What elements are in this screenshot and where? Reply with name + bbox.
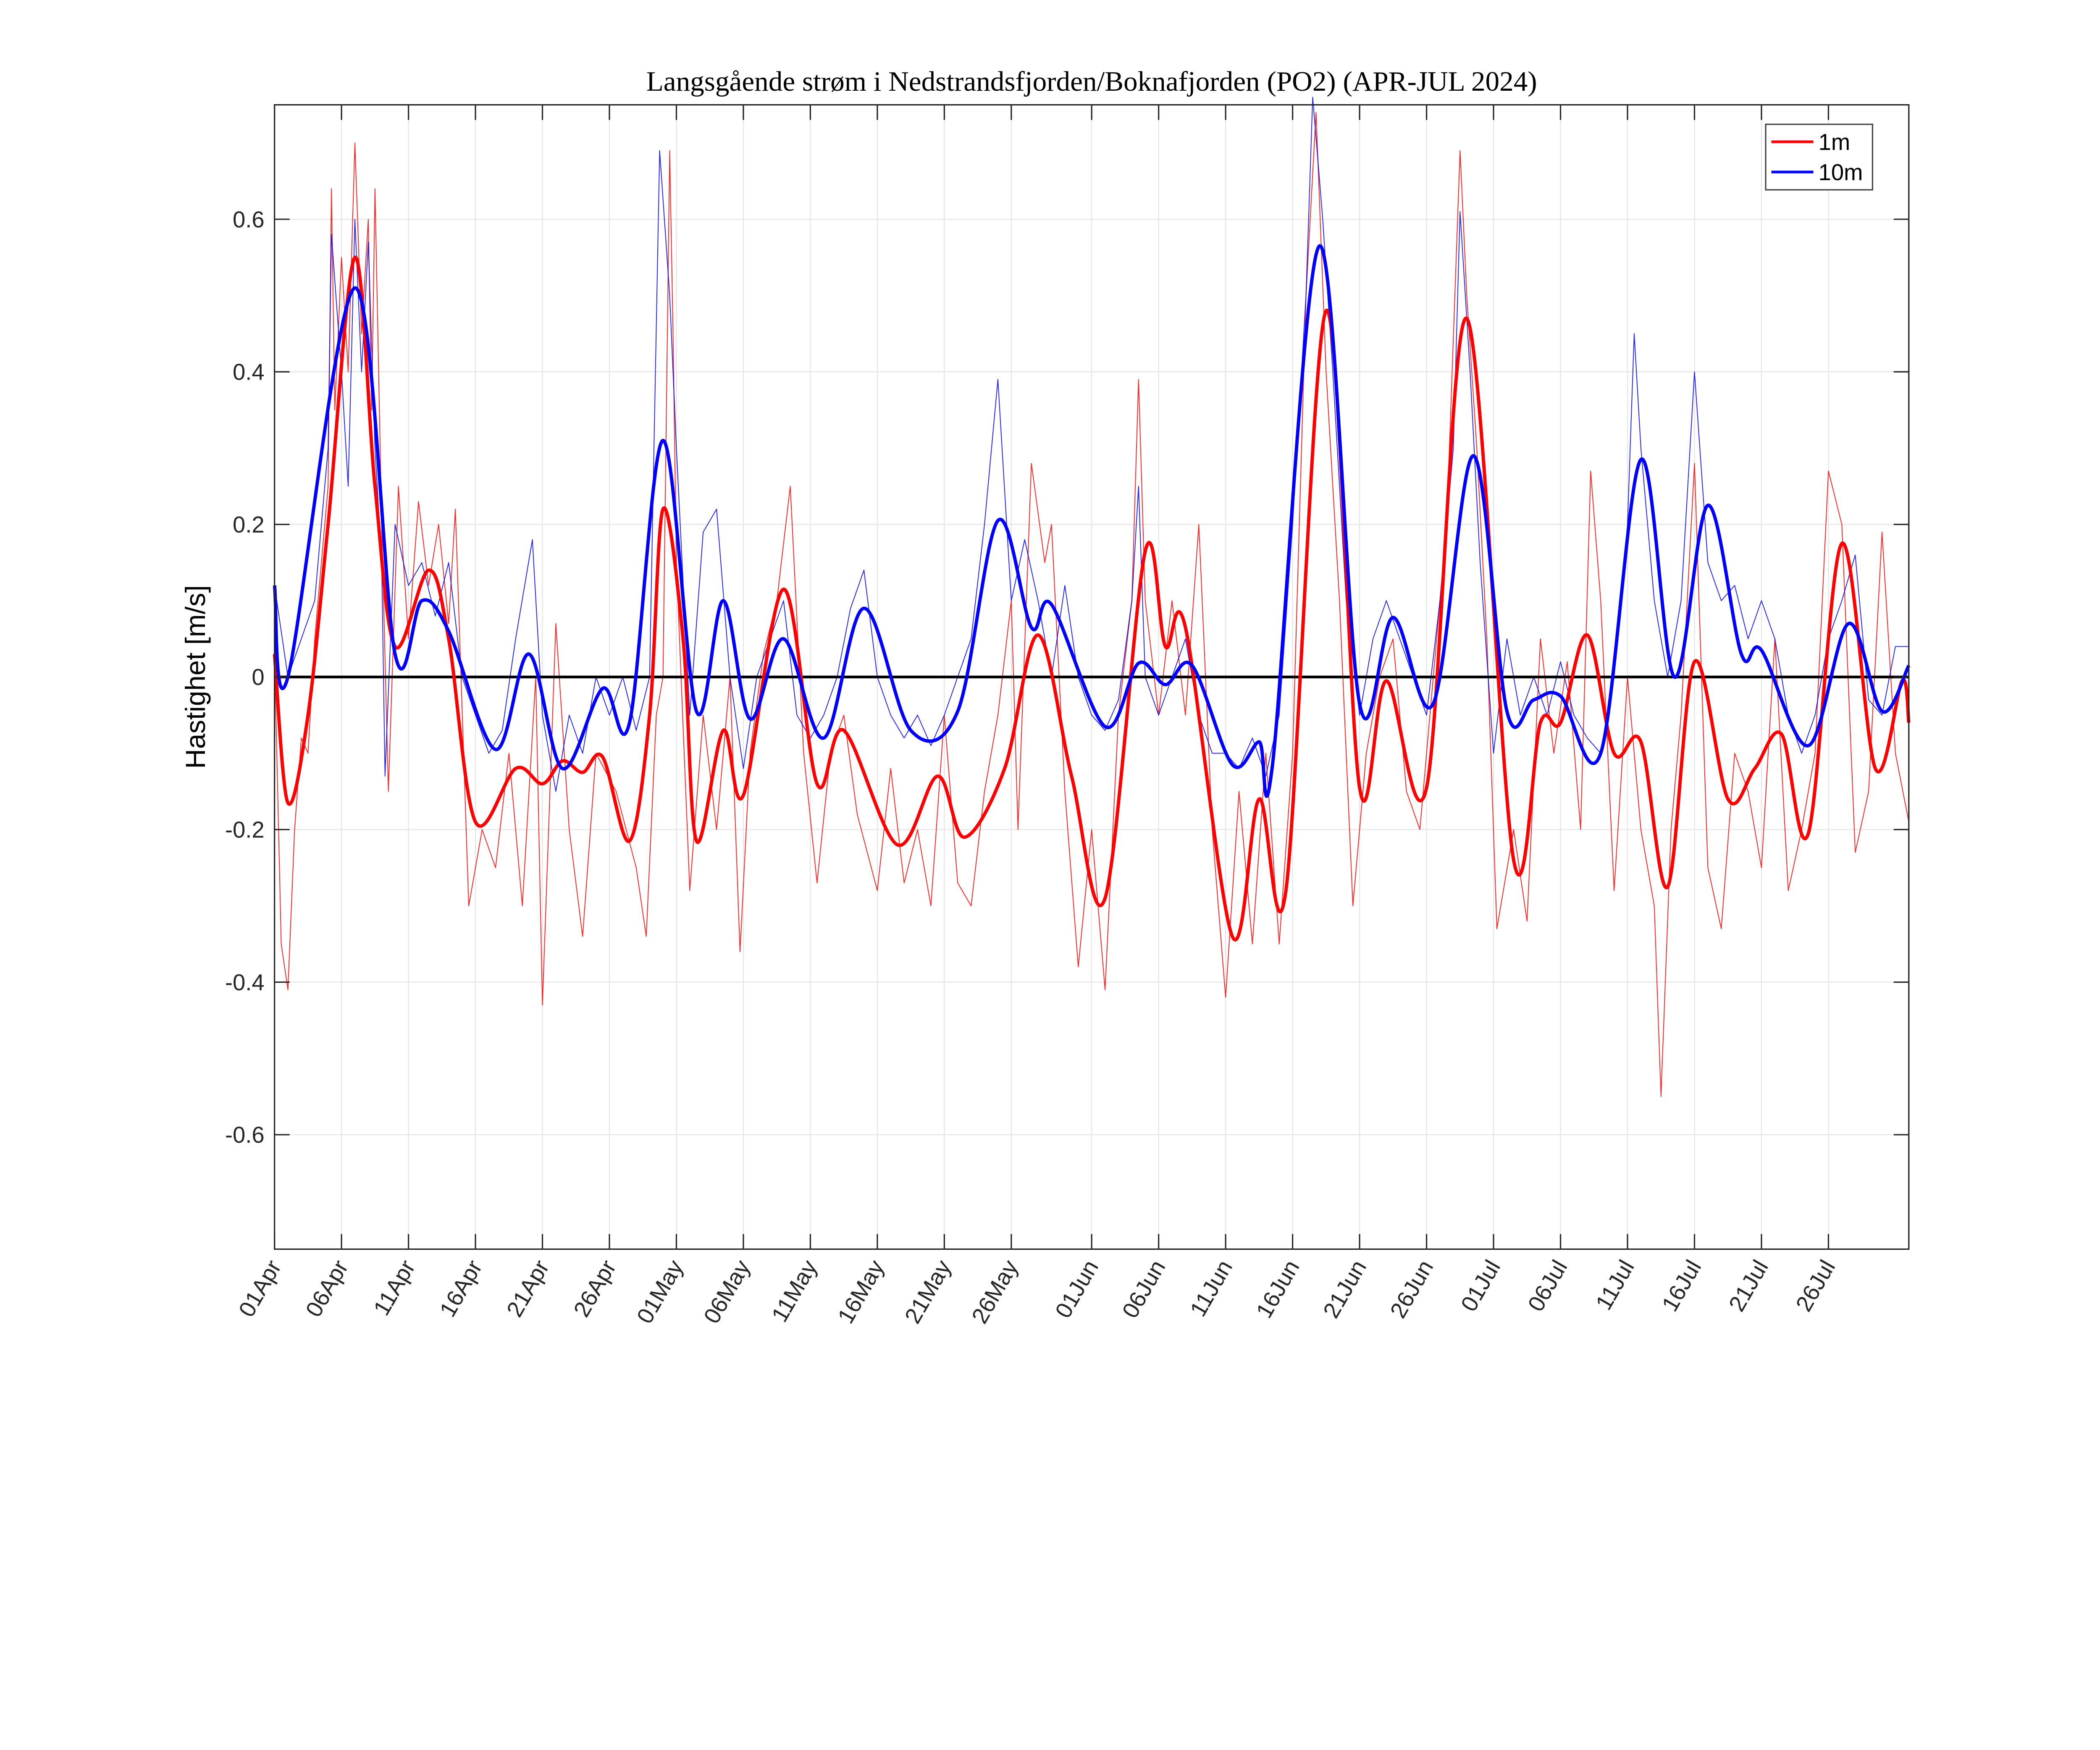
- smoothed-series: [273, 244, 1911, 942]
- legend: 1m 10m: [1765, 123, 1873, 191]
- y-tick-label: 0.6: [233, 207, 265, 232]
- y-tick-label: -0.6: [225, 1122, 265, 1148]
- y-tick-label: 0.4: [233, 359, 265, 385]
- smoothed-line-1m: [273, 255, 1911, 942]
- current-velocity-chart: 01Apr 06Apr 11Apr 16Apr 21Apr 26Apr 01May 06May…: [180, 65, 1911, 1328]
- y-tick-label: -0.4: [225, 970, 265, 995]
- chart-title: Langsgående strøm i Nedstrandsfjorden/Bo…: [646, 66, 1537, 97]
- y-axis-label: Hastighet [m/s]: [180, 585, 211, 769]
- raw-line-1m: [274, 112, 1909, 1097]
- y-tick-label: -0.2: [225, 817, 265, 843]
- y-tick-label: 0: [252, 664, 264, 690]
- ticks: [274, 105, 1909, 1249]
- y-tick-label: 0.2: [233, 512, 265, 538]
- legend-box: [1765, 123, 1873, 191]
- legend-label-1m: 1m: [1819, 129, 1851, 155]
- y-tick-labels: -0.6 -0.4 -0.2 0 0.2 0.4 0.6: [225, 207, 265, 1148]
- smoothed-line-10m: [273, 244, 1911, 798]
- legend-label-10m: 10m: [1819, 160, 1863, 185]
